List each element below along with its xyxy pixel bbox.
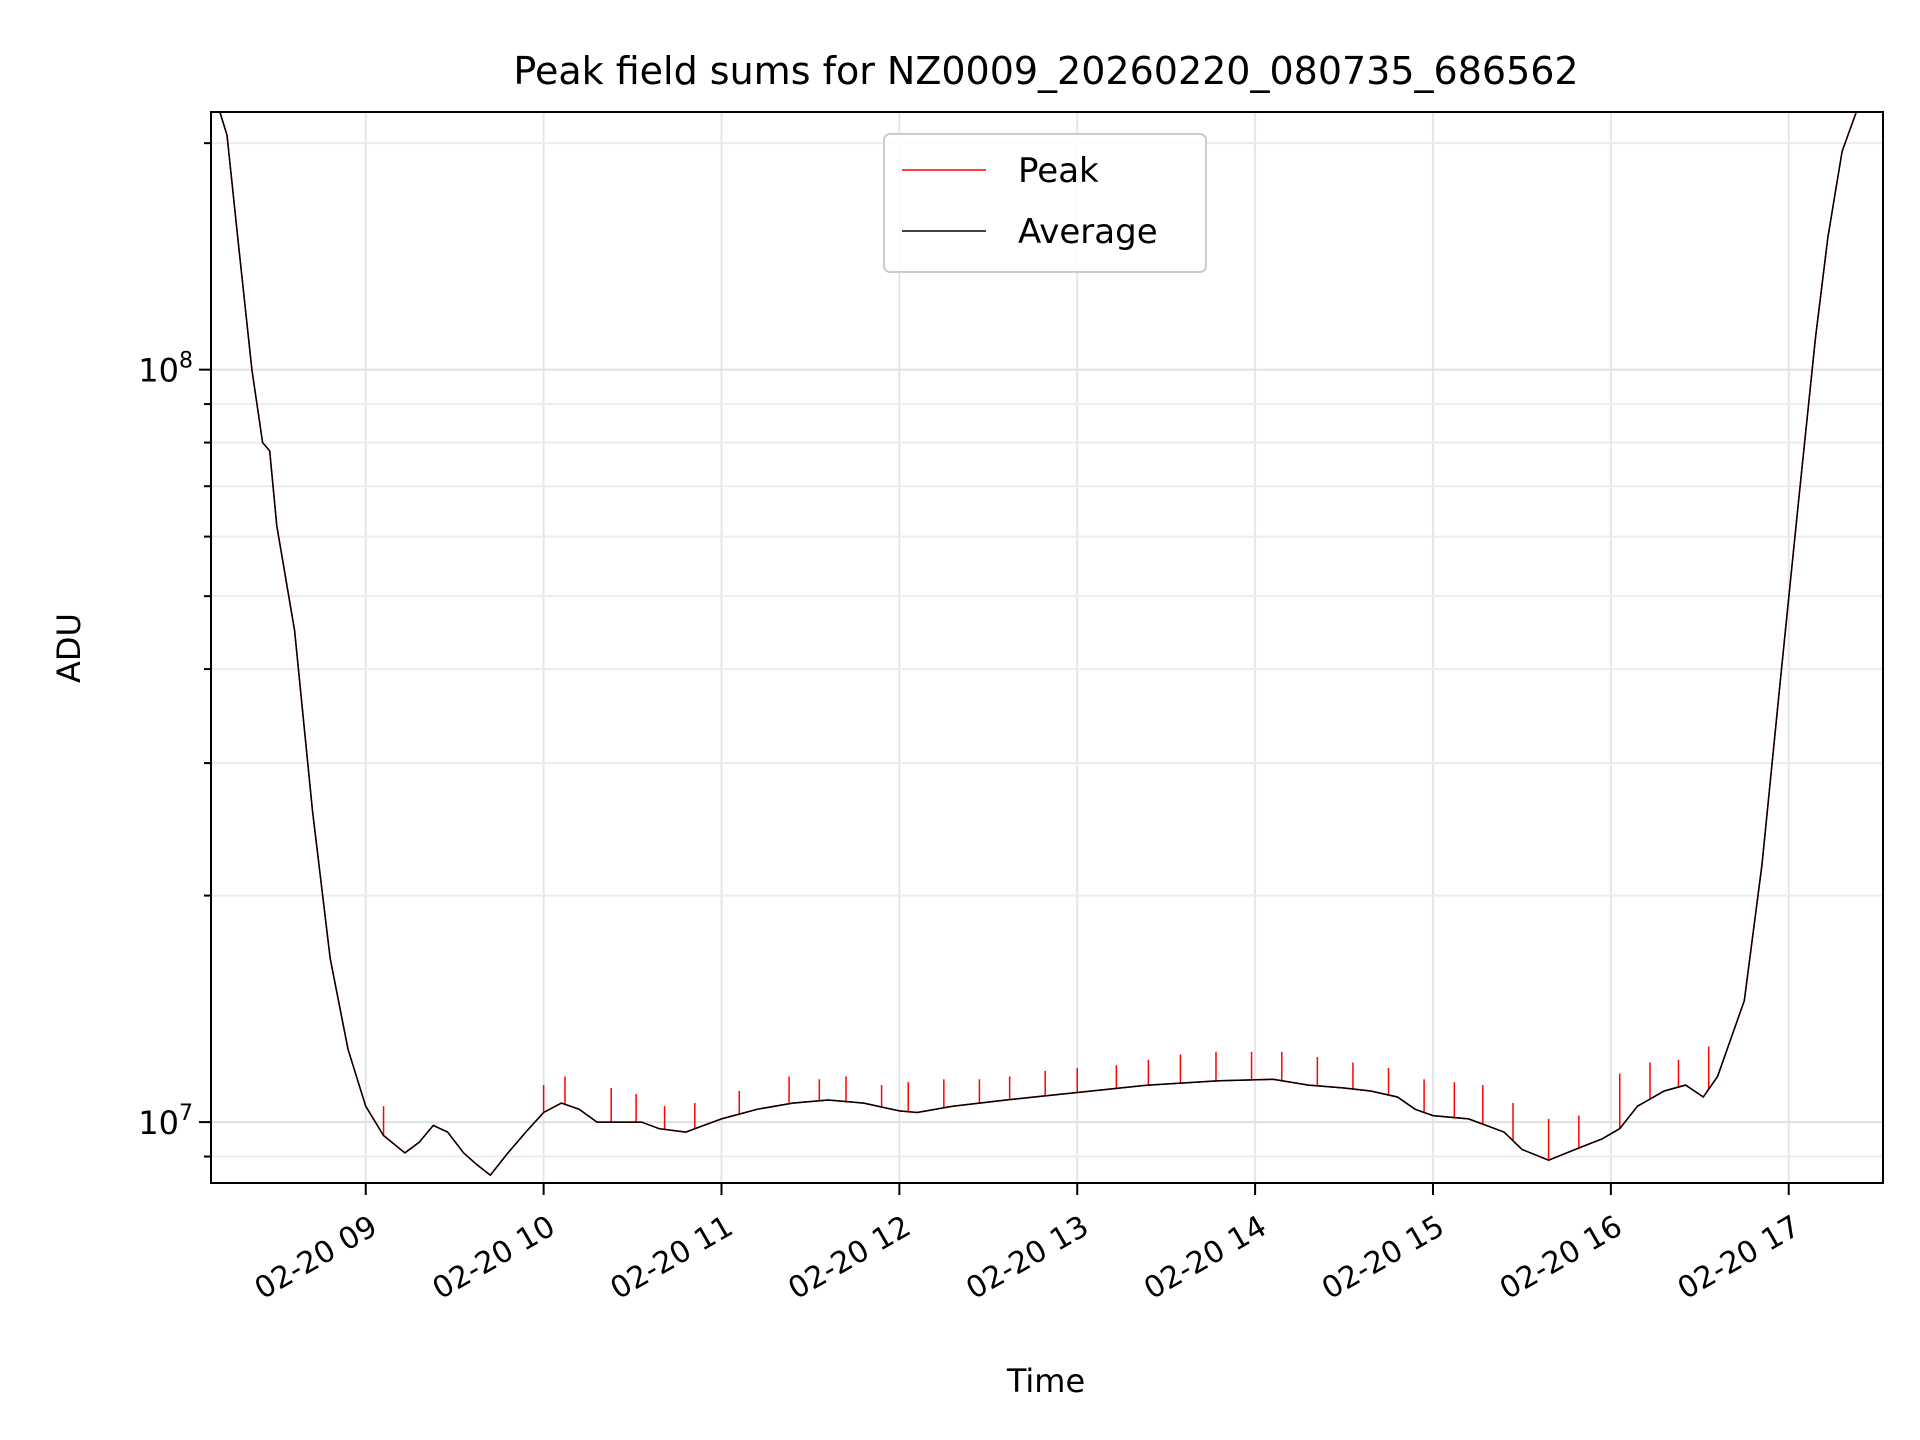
chart-title: Peak field sums for NZ0009_20260220_0807…: [513, 49, 1578, 93]
plot-area: [211, 111, 1883, 1177]
axes-frame: [210, 111, 1884, 1184]
y-tick-label: 108: [138, 349, 193, 390]
legend-box: [883, 133, 1207, 273]
legend: Peak Average: [883, 133, 1207, 273]
y-axis-label: ADU: [50, 613, 88, 683]
legend-average-label: Average: [1018, 212, 1158, 252]
grid: [211, 112, 1883, 1183]
average-series-line: [211, 111, 1883, 1177]
legend-peak-label: Peak: [1018, 151, 1099, 191]
y-axis: 107 108: [138, 142, 211, 1158]
x-axis-label: Time: [1006, 1362, 1085, 1400]
y-tick-label: 107: [138, 1101, 193, 1142]
